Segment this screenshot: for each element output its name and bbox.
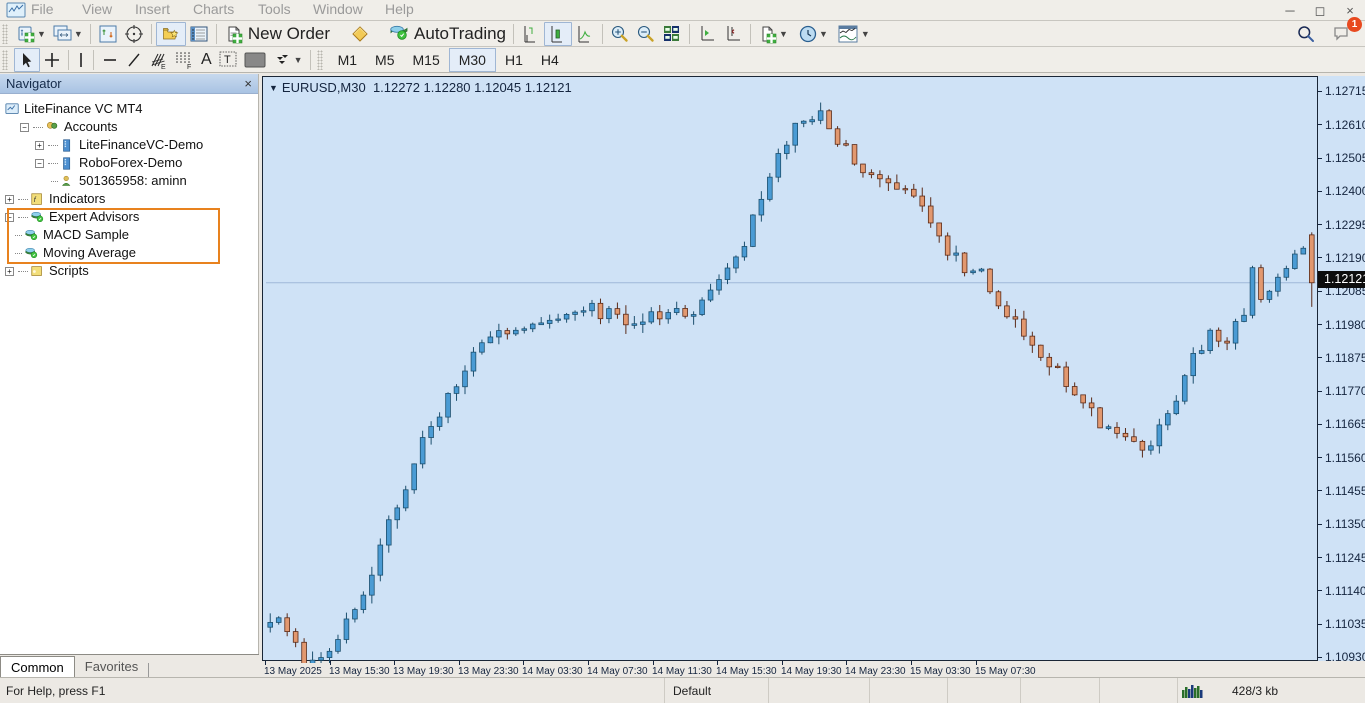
svg-text:F: F	[187, 64, 191, 70]
svg-text:T: T	[224, 54, 231, 66]
svg-text:E: E	[161, 64, 166, 70]
